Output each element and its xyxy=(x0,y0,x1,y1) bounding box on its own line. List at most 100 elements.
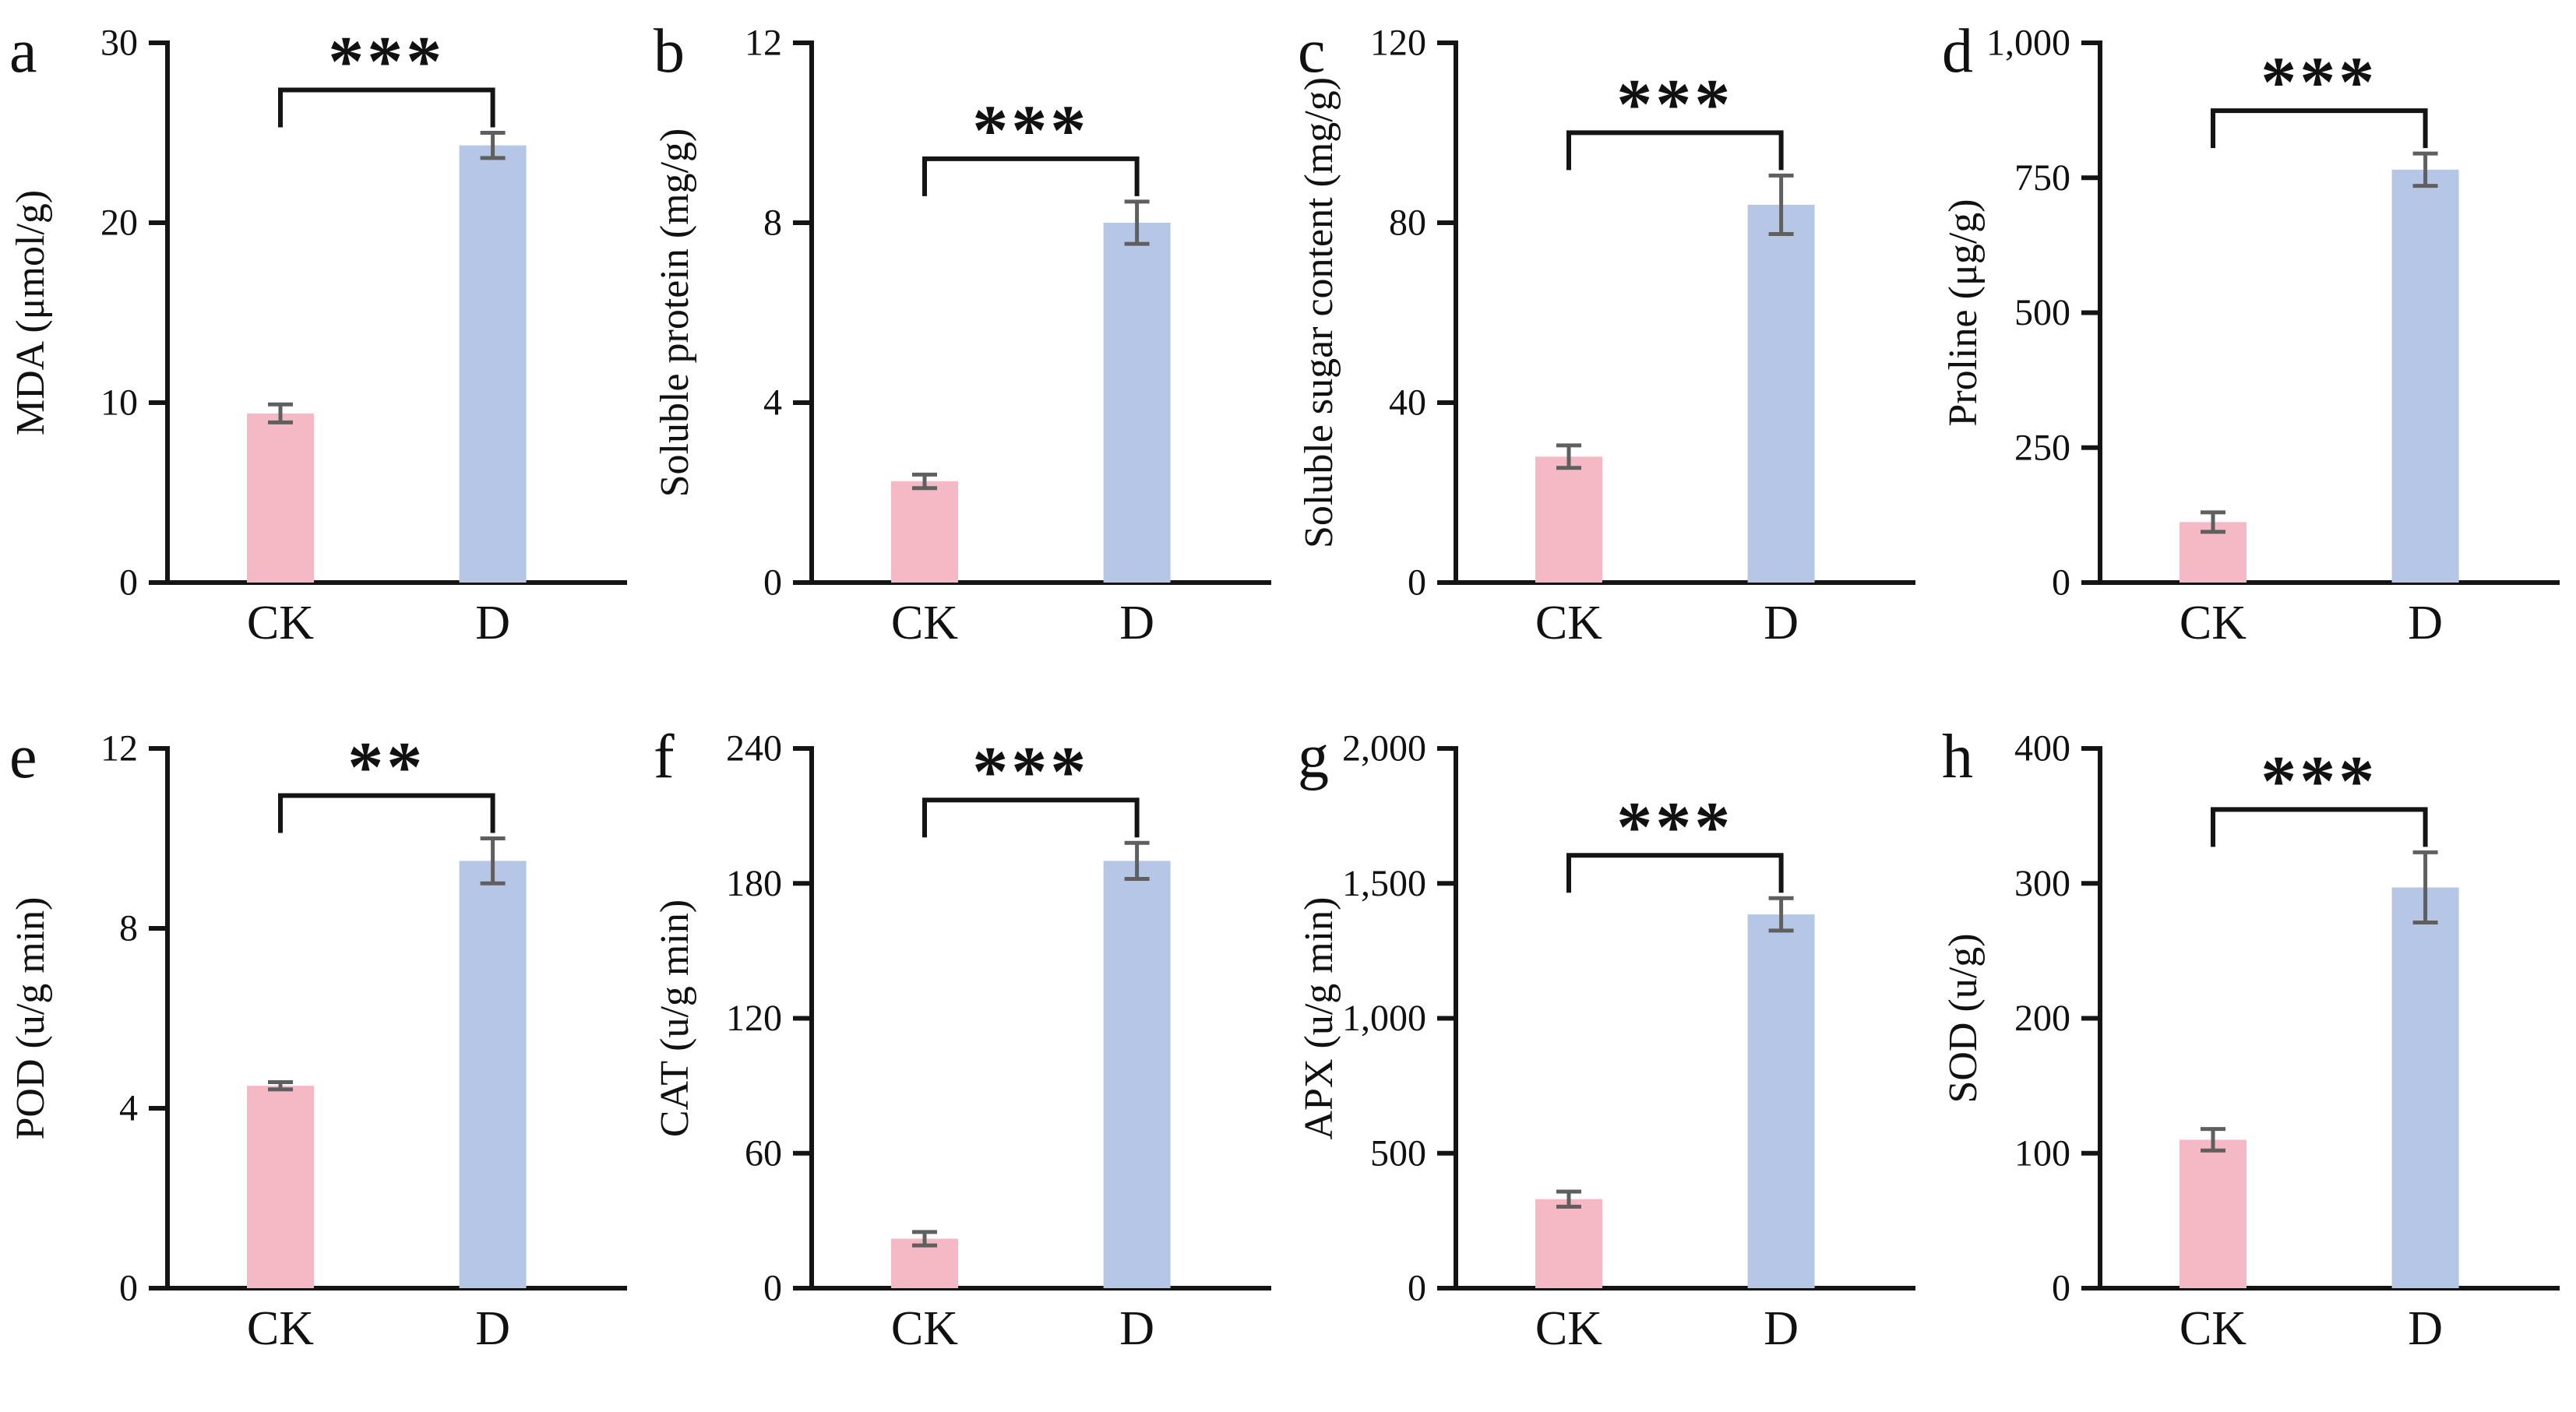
x-tick-label-ck: CK xyxy=(2180,1302,2247,1355)
y-tick-label: 250 xyxy=(2014,427,2070,468)
y-tick-label: 0 xyxy=(1408,1268,1426,1309)
y-axis-label: APX (u/g min) xyxy=(1297,897,1341,1140)
significance-bracket xyxy=(1566,130,1784,171)
panel-e: e POD (u/g min) 0 4 8 12 CK D ** xyxy=(0,706,644,1411)
significance-bracket xyxy=(922,156,1140,196)
y-tick-label: 8 xyxy=(763,202,782,244)
x-tick-label-ck: CK xyxy=(2180,597,2247,650)
bar-ck xyxy=(891,481,958,583)
significance-stars: *** xyxy=(972,90,1089,170)
panel-h-chart: h SOD (u/g) 0 100 200 300 400 CK D *** xyxy=(1941,723,2560,1355)
y-axis-label: SOD (u/g) xyxy=(1941,933,1986,1103)
panel-d: d Proline (μg/g) 0 250 500 750 1,000 CK D *** xyxy=(1933,0,2576,706)
y-tick-label: 400 xyxy=(2014,728,2070,769)
y-tick-label: 100 xyxy=(2014,1132,2070,1174)
significance-bracket xyxy=(922,798,1140,838)
y-axis-label: CAT (u/g min) xyxy=(653,900,697,1137)
panel-d-chart: d Proline (μg/g) 0 250 500 750 1,000 CK D *** xyxy=(1941,17,2560,650)
y-axis-label: POD (u/g min) xyxy=(9,897,53,1140)
y-tick-label: 10 xyxy=(100,382,138,424)
bar-ck xyxy=(247,1086,314,1288)
x-tick-label-ck: CK xyxy=(891,597,958,650)
y-tick-label: 4 xyxy=(763,382,782,424)
panel-letter: b xyxy=(654,17,685,86)
significance-stars: *** xyxy=(1616,787,1733,866)
x-tick-label-ck: CK xyxy=(1535,1302,1602,1355)
y-tick-label: 0 xyxy=(2052,1268,2070,1309)
panel-a: a MDA (μmol/g) 0 10 20 30 CK D *** xyxy=(0,0,644,706)
y-tick-label: 180 xyxy=(726,863,782,904)
panel-b: b Soluble protein (mg/g) 0 4 8 12 CK D *** xyxy=(644,0,1288,706)
y-tick-label: 120 xyxy=(1370,23,1426,64)
y-tick-label: 240 xyxy=(726,728,782,769)
significance-stars: ** xyxy=(347,727,425,807)
significance-stars: *** xyxy=(2261,741,2377,820)
y-tick-label: 1,000 xyxy=(1986,23,2070,64)
y-axis-label: Soluble protein (mg/g) xyxy=(653,129,697,498)
significance-stars: *** xyxy=(972,731,1089,811)
x-tick-label-d: D xyxy=(2408,597,2443,650)
y-tick-label: 0 xyxy=(119,562,138,604)
panel-letter: a xyxy=(9,17,37,86)
panel-e-chart: e POD (u/g min) 0 4 8 12 CK D ** xyxy=(9,723,627,1355)
y-tick-label: 200 xyxy=(2014,998,2070,1039)
y-tick-label: 80 xyxy=(1389,202,1426,244)
bar-ck xyxy=(1535,1199,1602,1288)
significance-bracket xyxy=(2211,807,2428,847)
significance-bracket xyxy=(2211,108,2428,149)
significance-stars: *** xyxy=(2261,42,2377,121)
x-tick-label-ck: CK xyxy=(247,597,314,650)
x-tick-label-d: D xyxy=(1119,597,1154,650)
significance-bracket xyxy=(278,87,495,128)
panel-letter: e xyxy=(9,723,37,791)
y-tick-label: 40 xyxy=(1389,382,1426,424)
y-tick-label: 60 xyxy=(745,1132,782,1174)
y-tick-label: 120 xyxy=(726,998,782,1039)
bar-d xyxy=(1747,204,1815,583)
y-tick-label: 500 xyxy=(1370,1132,1426,1174)
x-tick-label-ck: CK xyxy=(247,1302,314,1355)
panel-h: h SOD (u/g) 0 100 200 300 400 CK D *** xyxy=(1933,706,2576,1411)
significance-bracket xyxy=(1566,853,1784,893)
y-tick-label: 1,000 xyxy=(1342,998,1426,1039)
bar-d xyxy=(1103,223,1171,583)
y-tick-label: 0 xyxy=(119,1268,138,1309)
panel-a-chart: a MDA (μmol/g) 0 10 20 30 CK D *** xyxy=(9,17,627,650)
y-tick-label: 8 xyxy=(119,908,138,949)
y-tick-label: 0 xyxy=(763,562,782,604)
y-tick-label: 750 xyxy=(2014,157,2070,199)
panel-b-chart: b Soluble protein (mg/g) 0 4 8 12 CK D *** xyxy=(653,17,1271,650)
bar-ck xyxy=(1535,456,1602,583)
bar-ck xyxy=(247,413,314,583)
y-axis-label: MDA (μmol/g) xyxy=(9,190,53,435)
panel-letter: f xyxy=(654,723,675,791)
y-tick-label: 12 xyxy=(745,23,782,64)
bar-d xyxy=(1103,861,1171,1288)
x-tick-label-ck: CK xyxy=(891,1302,958,1355)
bar-d xyxy=(459,861,527,1288)
bar-d xyxy=(1747,914,1815,1288)
panel-letter: d xyxy=(1942,17,1973,86)
y-axis-label: Proline (μg/g) xyxy=(1941,199,1986,426)
x-tick-label-d: D xyxy=(1764,1302,1799,1355)
bar-d xyxy=(459,145,527,583)
panel-g: g APX (u/g min) 0 500 1,000 1,500 2,000 CK D *** xyxy=(1288,706,1933,1411)
bar-d xyxy=(2391,887,2459,1288)
significance-stars: *** xyxy=(328,22,445,101)
y-tick-label: 4 xyxy=(119,1088,138,1129)
y-tick-label: 0 xyxy=(2052,562,2070,604)
y-tick-label: 500 xyxy=(2014,292,2070,333)
significance-stars: *** xyxy=(1616,64,1733,143)
panel-g-chart: g APX (u/g min) 0 500 1,000 1,500 2,000 CK D *** xyxy=(1297,723,1915,1355)
bar-d xyxy=(2391,169,2459,583)
panel-letter: g xyxy=(1298,723,1329,791)
y-tick-label: 0 xyxy=(763,1268,782,1309)
x-tick-label-d: D xyxy=(475,1302,510,1355)
x-tick-label-d: D xyxy=(1119,1302,1154,1355)
y-tick-label: 300 xyxy=(2014,863,2070,904)
y-tick-label: 12 xyxy=(100,728,138,769)
y-axis-label: Soluble sugar content (mg/g) xyxy=(1297,77,1341,548)
significance-bracket xyxy=(278,793,495,833)
bar-ck xyxy=(2180,1139,2247,1288)
